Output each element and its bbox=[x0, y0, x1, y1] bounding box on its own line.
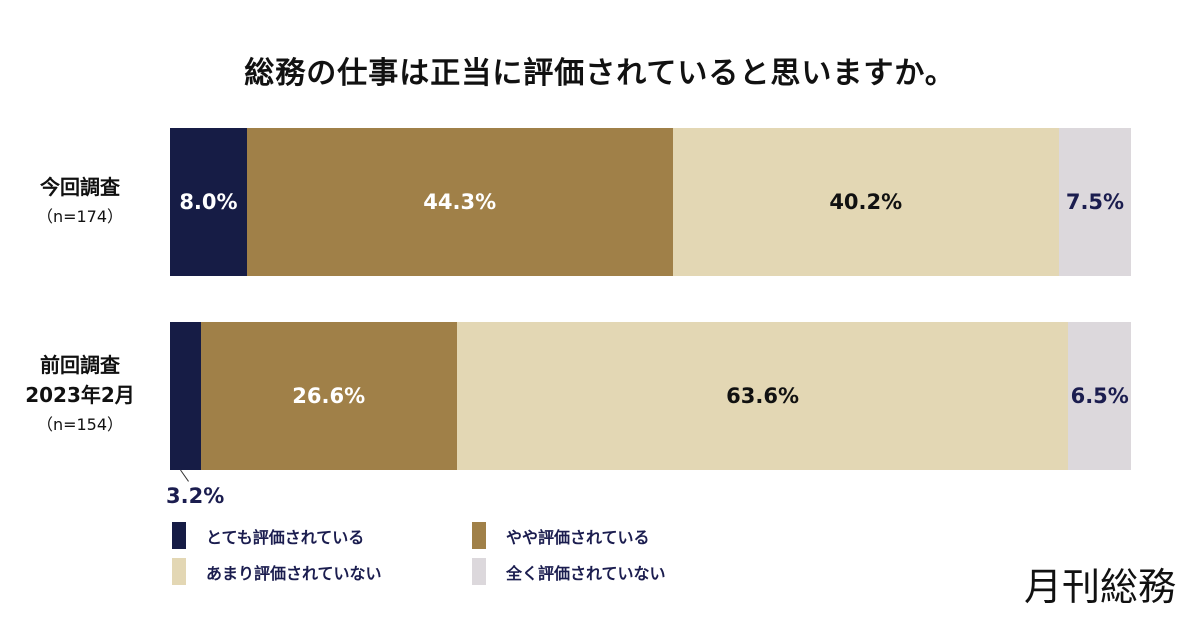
leader-line bbox=[180, 469, 189, 482]
data-label: 6.5% bbox=[1070, 384, 1129, 408]
row-sample-size: （n=174） bbox=[36, 207, 124, 226]
legend-label: とても評価されている bbox=[206, 527, 365, 547]
chart-title: 総務の仕事は正当に評価されていると思いますか。 bbox=[244, 56, 956, 91]
bar-segment: 6.5% bbox=[1068, 322, 1131, 470]
bar-segment: 8.0% bbox=[170, 128, 247, 276]
legend-swatch bbox=[172, 522, 186, 549]
bar-segment bbox=[170, 322, 201, 470]
legend-swatch bbox=[172, 558, 186, 585]
row-label-current: 今回調査 （n=174） bbox=[0, 172, 160, 232]
bar-segment: 40.2% bbox=[672, 128, 1059, 276]
legend-item: あまり評価されていない bbox=[172, 558, 382, 585]
row-label: 前回調査 bbox=[40, 353, 120, 377]
data-label-outside: 3.2% bbox=[166, 484, 225, 508]
bar-segment: 26.6% bbox=[200, 322, 457, 470]
data-label: 63.6% bbox=[726, 384, 799, 408]
data-label: 44.3% bbox=[423, 190, 497, 214]
legend-label: やや評価されている bbox=[506, 527, 650, 547]
row-label: 今回調査 bbox=[40, 175, 120, 199]
bar-segment: 63.6% bbox=[456, 322, 1069, 470]
row-label-previous: 前回調査 2023年2月 （n=154） bbox=[0, 350, 160, 440]
bar-current: 8.0% 44.3% 40.2% 7.5% bbox=[170, 128, 1131, 276]
bar-segment: 44.3% bbox=[246, 128, 673, 276]
legend-swatch bbox=[472, 522, 486, 549]
legend-label: 全く評価されていない bbox=[506, 563, 666, 583]
data-label: 8.0% bbox=[179, 190, 238, 214]
row-sample-size: （n=154） bbox=[36, 415, 124, 434]
bar-segment: 7.5% bbox=[1058, 128, 1131, 276]
brand-logo: 月刊総務 bbox=[1023, 565, 1176, 609]
legend-item: 全く評価されていない bbox=[472, 558, 666, 585]
legend-item: やや評価されている bbox=[472, 522, 650, 549]
legend-swatch bbox=[472, 558, 486, 585]
data-label: 7.5% bbox=[1065, 190, 1125, 214]
legend-label: あまり評価されていない bbox=[206, 563, 382, 583]
data-label: 40.2% bbox=[829, 190, 903, 214]
bar-previous: 26.6% 63.6% 6.5% bbox=[170, 322, 1131, 470]
row-date: 2023年2月 bbox=[25, 383, 135, 407]
legend-item: とても評価されている bbox=[172, 522, 364, 549]
data-label: 26.6% bbox=[292, 384, 366, 408]
